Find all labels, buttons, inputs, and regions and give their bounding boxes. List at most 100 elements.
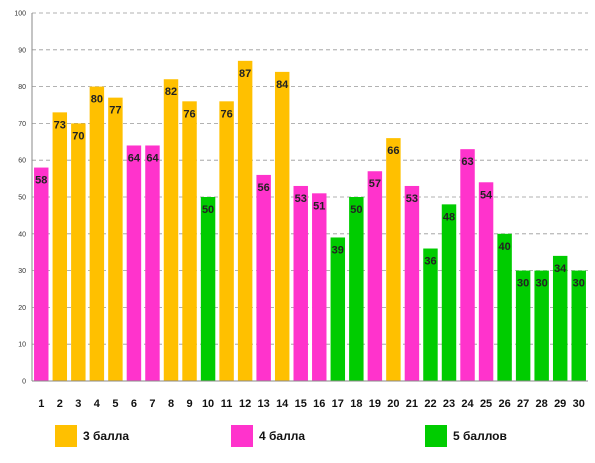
data-label-11: 76 (220, 108, 232, 120)
x-tick-label: 17 (332, 398, 344, 410)
data-label-29: 34 (554, 263, 567, 275)
data-label-26: 40 (498, 241, 510, 253)
bar-20 (386, 138, 401, 381)
legend-item-5: 5 баллов (425, 424, 507, 448)
legend-swatch-3 (55, 425, 77, 447)
data-label-17: 39 (332, 244, 344, 256)
data-label-6: 64 (128, 152, 141, 164)
bar-18 (349, 197, 364, 381)
x-axis-ticks: 1 2 3 4 5 6 7 8 9 10 11 12 13 14 15 16 17 18 19 20 21 22 23 24 2… (38, 398, 585, 410)
bar-26 (497, 233, 512, 381)
x-tick-label: 12 (239, 398, 251, 410)
legend-label-4: 4 балла (259, 429, 306, 443)
y-tick-label: 30 (18, 268, 26, 275)
bar-10 (200, 197, 216, 381)
bar-9 (182, 101, 197, 381)
data-label-30: 30 (573, 278, 585, 290)
bar-27 (515, 270, 531, 381)
y-tick-label: 70 (18, 121, 26, 128)
bar-14 (274, 71, 290, 381)
x-tick-label: 5 (112, 398, 118, 410)
x-tick-label: 22 (424, 398, 436, 410)
data-label-13: 56 (258, 182, 270, 194)
bar-23 (441, 204, 457, 381)
legend-swatch-5 (425, 425, 447, 447)
x-tick-label: 3 (75, 398, 81, 410)
bar-2 (52, 112, 68, 382)
data-label-25: 54 (480, 189, 493, 201)
x-tick-label: 13 (258, 398, 270, 410)
bar-11 (219, 101, 234, 381)
y-axis-ticks: 0 10 20 30 40 50 60 70 80 90 100 (14, 11, 26, 386)
data-label-20: 66 (387, 145, 399, 157)
y-tick-label: 80 (18, 84, 26, 91)
x-tick-label: 11 (221, 398, 233, 410)
x-tick-label: 29 (554, 398, 566, 410)
y-tick-label: 60 (18, 158, 26, 165)
data-label-23: 48 (443, 211, 455, 223)
x-tick-label: 28 (536, 398, 548, 410)
data-label-7: 64 (146, 152, 159, 164)
bar-12 (237, 60, 253, 382)
x-tick-label: 6 (131, 398, 137, 410)
x-tick-label: 25 (480, 398, 492, 410)
x-tick-label: 18 (350, 398, 362, 410)
data-label-14: 84 (276, 79, 289, 91)
data-label-24: 63 (461, 156, 473, 168)
x-tick-label: 7 (149, 398, 155, 410)
y-tick-label: 10 (18, 342, 26, 349)
x-tick-label: 4 (94, 398, 101, 410)
bar-13 (256, 174, 271, 381)
bar-24 (460, 149, 475, 381)
legend-swatch-4 (231, 425, 253, 447)
bar-15 (293, 185, 308, 381)
data-label-21: 53 (406, 193, 418, 205)
x-tick-label: 14 (276, 398, 289, 410)
y-tick-label: 50 (18, 195, 26, 202)
x-tick-label: 23 (443, 398, 455, 410)
data-label-15: 53 (295, 193, 307, 205)
bar-17 (330, 237, 346, 381)
bar-25 (478, 182, 494, 381)
x-tick-label: 26 (498, 398, 510, 410)
data-labels: 58 73 70 80 77 64 64 82 76 50 76 87 56 84 53 51 39 50 57 66… (35, 68, 585, 290)
data-label-2: 73 (54, 119, 66, 131)
bar-8 (163, 79, 179, 382)
y-tick-label: 100 (14, 11, 26, 18)
data-label-1: 58 (35, 175, 47, 187)
legend-item-4: 4 балла (231, 424, 305, 448)
bar-21 (404, 185, 420, 381)
legend-item-3: 3 балла (55, 424, 129, 448)
data-label-12: 87 (239, 68, 251, 80)
data-label-3: 70 (72, 130, 84, 142)
gridlines (32, 12, 588, 345)
x-tick-label: 1 (38, 398, 44, 410)
x-tick-label: 30 (573, 398, 585, 410)
data-label-9: 76 (183, 108, 195, 120)
x-tick-label: 9 (186, 398, 192, 410)
x-tick-label: 27 (517, 398, 529, 410)
bar-4 (89, 86, 105, 381)
data-label-18: 50 (350, 204, 362, 216)
bar-6 (126, 145, 142, 381)
x-tick-label: 19 (369, 398, 381, 410)
data-label-16: 51 (313, 200, 325, 212)
bar-29 (552, 255, 568, 381)
x-tick-label: 21 (406, 398, 418, 410)
y-tick-label: 0 (22, 379, 26, 386)
data-label-28: 30 (536, 278, 548, 290)
data-label-8: 82 (165, 86, 177, 98)
bar-28 (534, 270, 549, 381)
bar-3 (71, 123, 86, 382)
data-label-10: 50 (202, 204, 214, 216)
y-tick-label: 90 (18, 47, 26, 54)
x-tick-label: 2 (57, 398, 63, 410)
bar-22 (423, 248, 438, 381)
bar-1 (34, 167, 49, 381)
x-tick-label: 10 (202, 398, 214, 410)
data-label-22: 36 (424, 256, 436, 268)
data-label-19: 57 (369, 178, 381, 190)
bar-16 (312, 193, 327, 381)
x-tick-label: 16 (313, 398, 325, 410)
